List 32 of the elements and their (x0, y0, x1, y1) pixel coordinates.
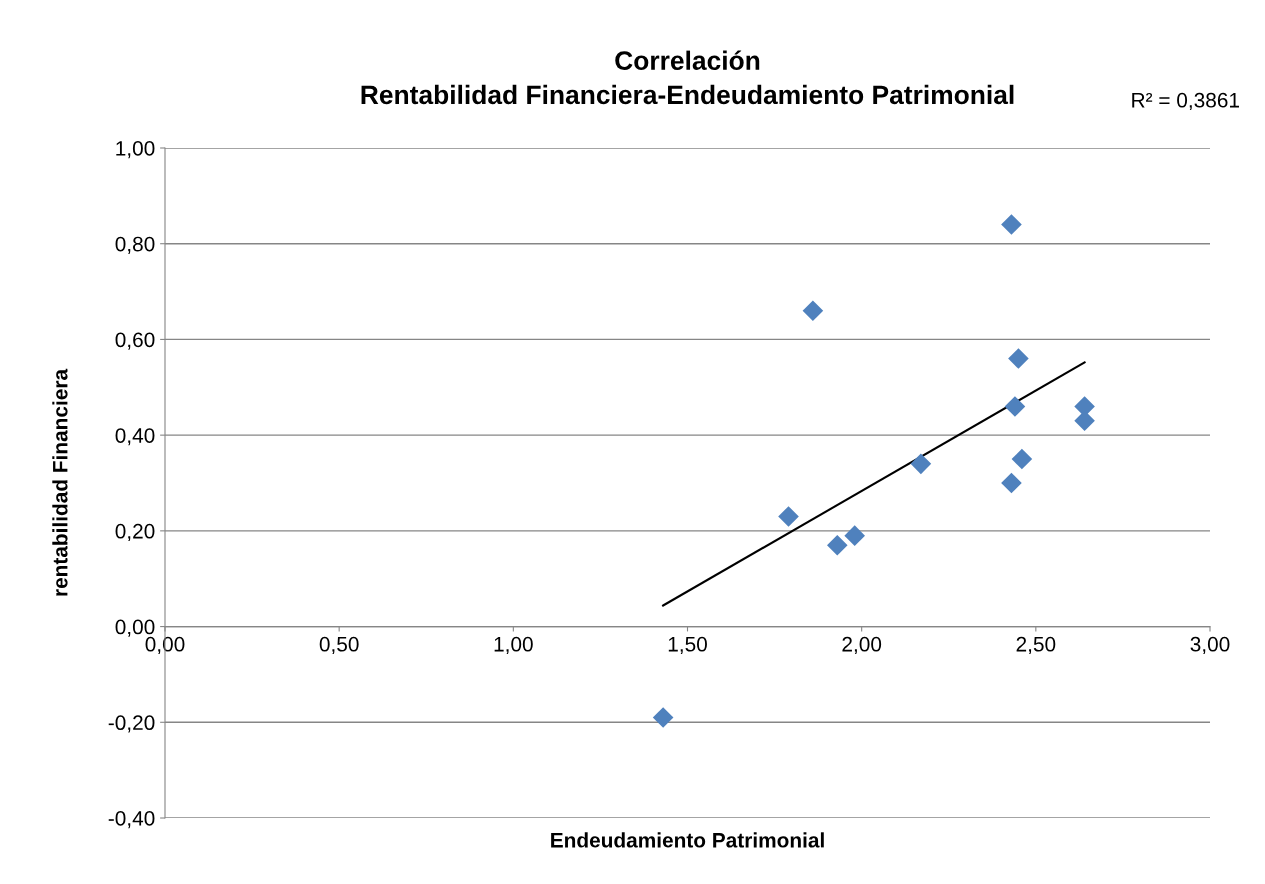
y-tick-label: 0,00 (115, 619, 155, 637)
x-tick-label: 0,50 (319, 636, 359, 655)
x-axis-title: Endeudamiento Patrimonial (551, 832, 824, 848)
point (844, 525, 865, 546)
point (1001, 472, 1022, 494)
point (802, 300, 824, 322)
y-tick-label: 1,00 (116, 141, 155, 159)
point (1001, 214, 1022, 235)
point (1004, 396, 1026, 417)
y-tick-label: 0,20 (115, 523, 155, 542)
point (1011, 448, 1033, 470)
point (778, 506, 799, 527)
y-tick-label: 0,40 (115, 428, 155, 446)
point (1008, 348, 1029, 369)
x-tick-label: 0,00 (145, 636, 185, 655)
point (1074, 410, 1095, 432)
x-tick-label: 2,50 (1016, 636, 1056, 655)
y-tick-label: 0,80 (115, 236, 155, 254)
chart-title: Correlación Rentabilidad Financiera-Endeudamiento Patrimonial (361, 50, 1014, 105)
x-tick-label: 1,00 (494, 636, 533, 655)
point (910, 453, 932, 475)
x-tick-label: 1,50 (668, 636, 707, 655)
point (1074, 396, 1095, 417)
text: R² = 0,3861 (1132, 92, 1239, 111)
y-tick-label: -0,40 (108, 811, 155, 829)
point (826, 534, 848, 556)
y-tick-label: 0,60 (115, 332, 155, 350)
y-tick-label: -0,20 (108, 715, 155, 733)
x-tick-label: 3,00 (1190, 636, 1230, 655)
y-axis-title: rentabilidad Financiera (52, 368, 68, 596)
x-tick-label: 2,00 (842, 636, 882, 655)
point (652, 707, 674, 728)
